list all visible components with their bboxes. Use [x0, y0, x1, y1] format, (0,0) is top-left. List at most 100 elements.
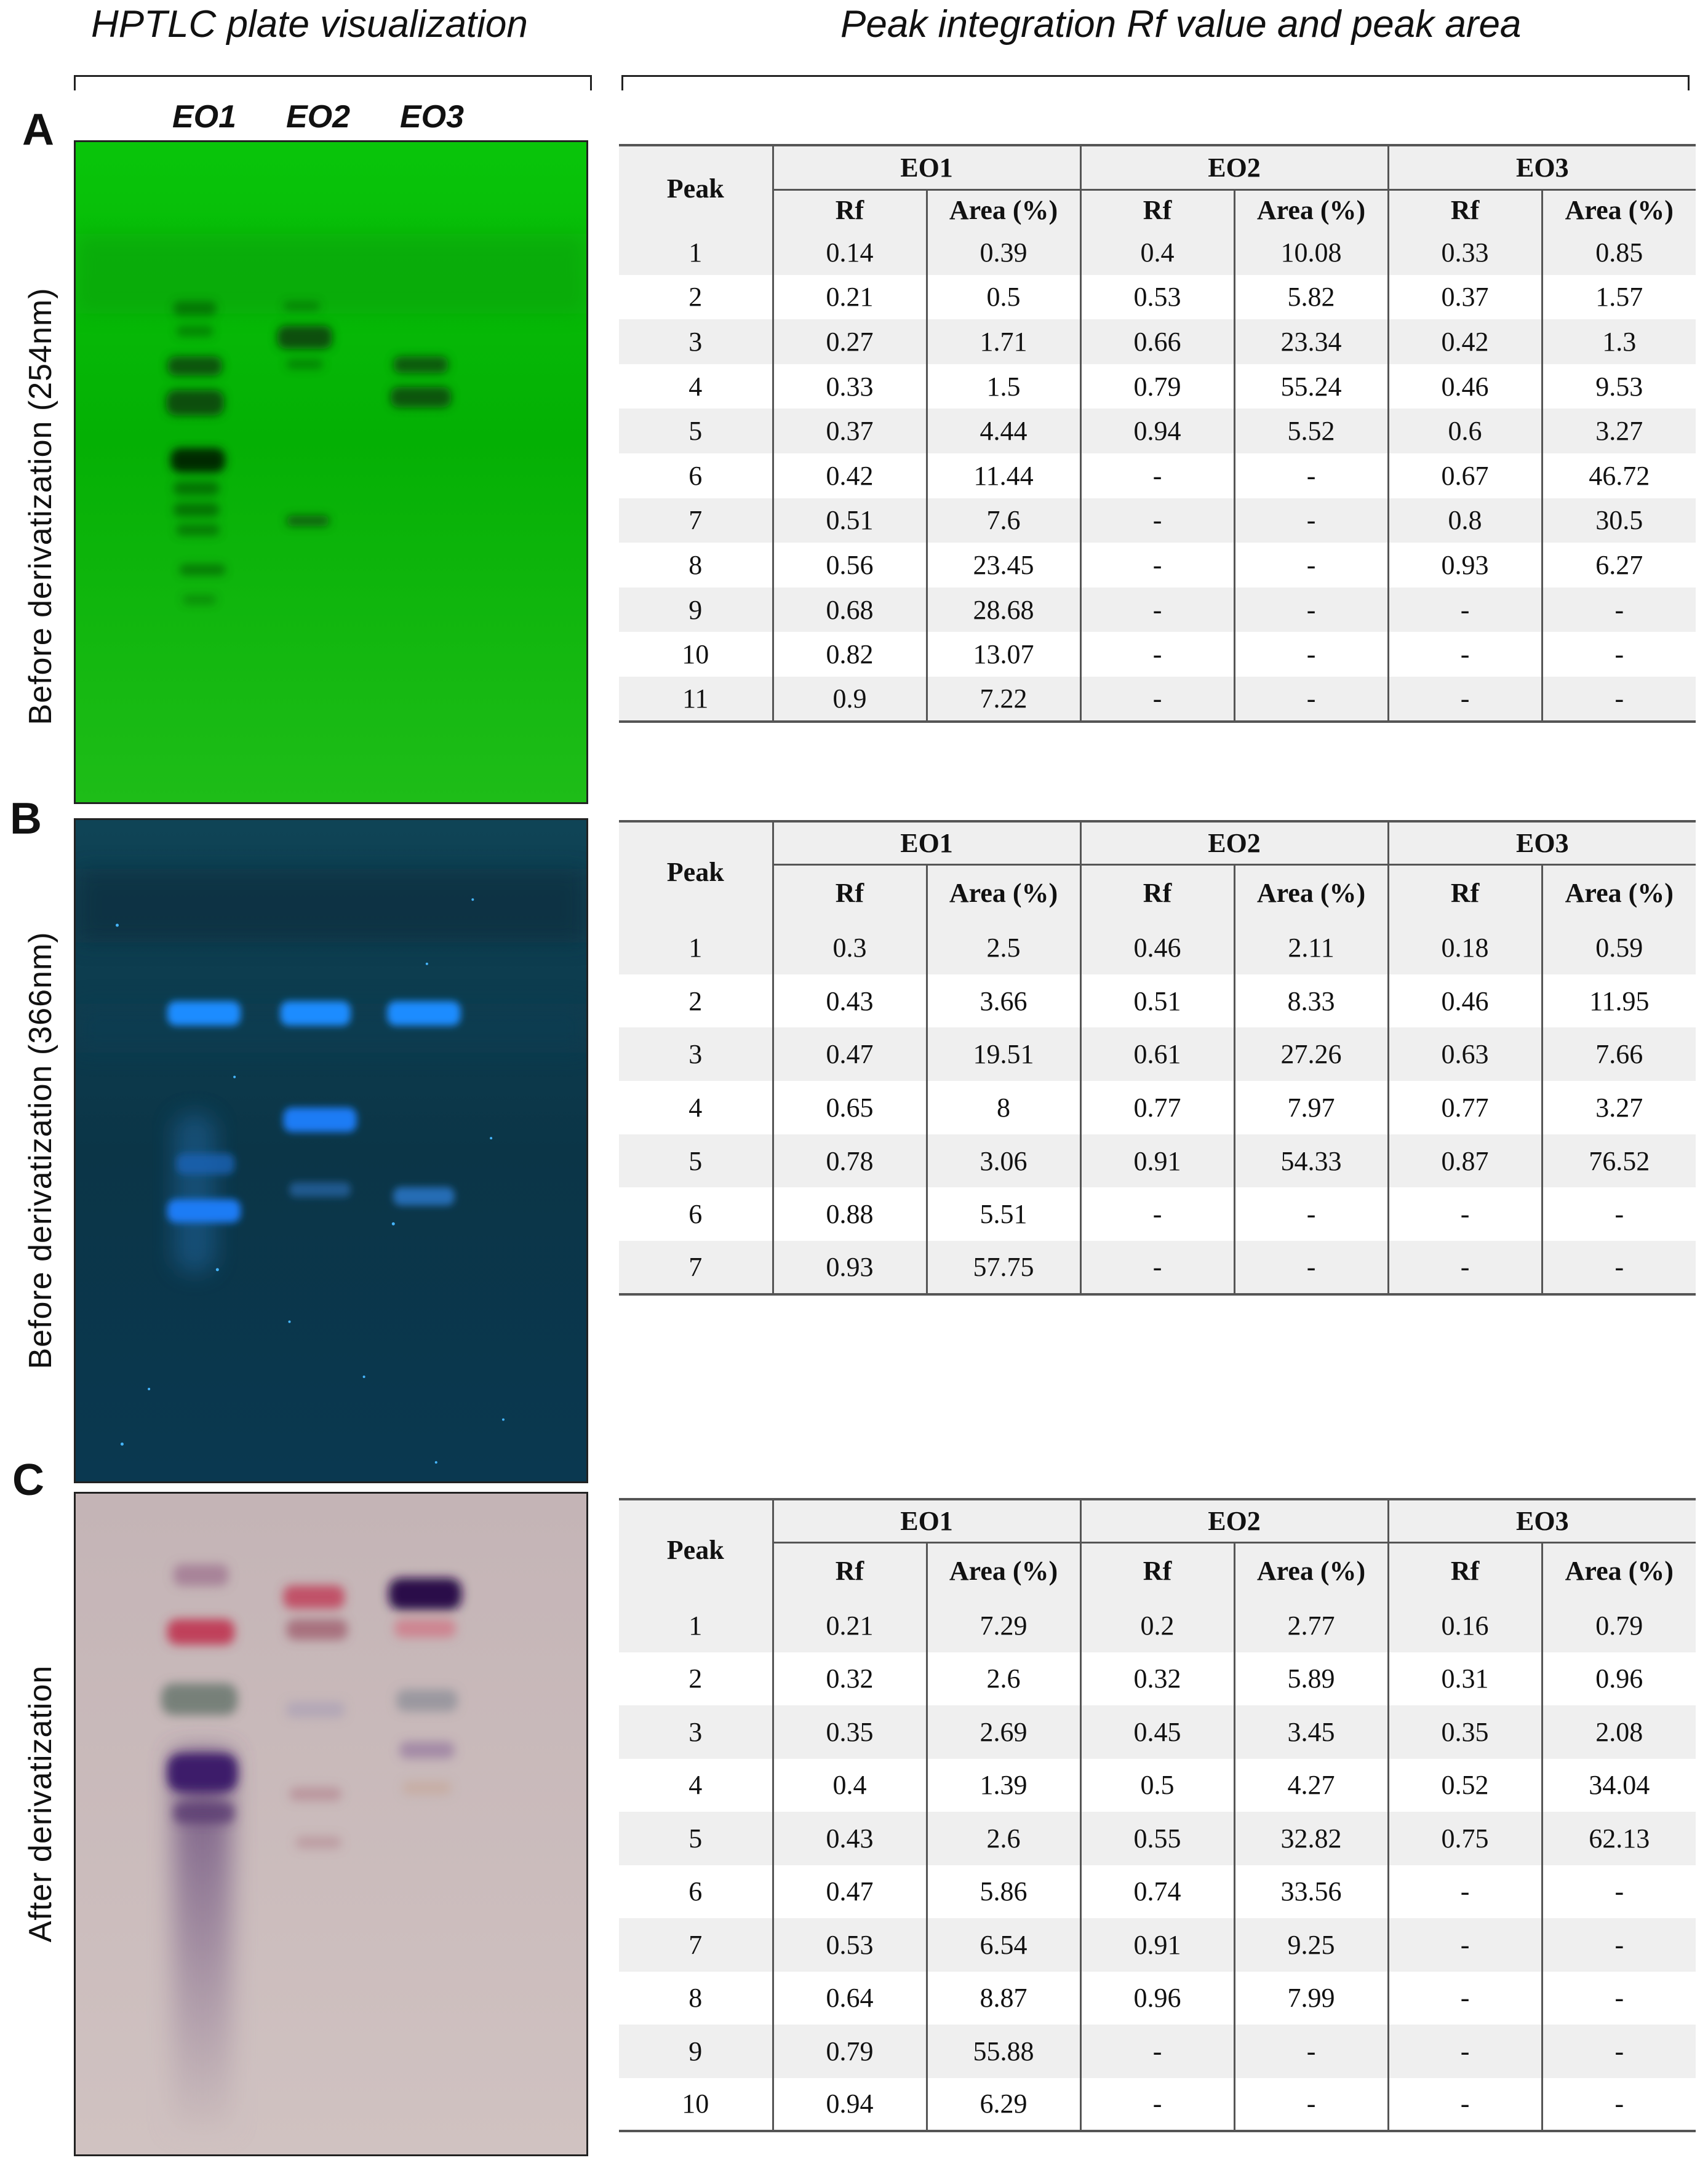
- table-row: 7 0.53 6.54 0.91 9.25- -: [619, 1918, 1696, 1972]
- peak-number: 7: [619, 498, 773, 543]
- table-row: 1 0.3 2.5 0.46 2.11 0.18 0.59: [619, 921, 1696, 974]
- table-cell: 0.74: [1079, 1865, 1235, 1918]
- peak-number: 11: [619, 676, 773, 723]
- table-cell: 4.44: [925, 408, 1081, 453]
- table-cell: 0.21: [772, 274, 927, 320]
- table-row: 10 0.82 13.07- - - -: [619, 632, 1696, 677]
- peak-number: 6: [619, 453, 773, 498]
- table-cell: 0.4: [1079, 230, 1235, 275]
- table-cell: 0.4: [772, 1758, 927, 1812]
- table-row: 4 0.33 1.5 0.79 55.24 0.46 9.53: [619, 364, 1696, 409]
- table-cell: 0.53: [1079, 274, 1235, 320]
- table-cell: -: [1233, 632, 1389, 677]
- peak-number: 1: [619, 921, 773, 974]
- table-cell: 0.14: [772, 230, 927, 275]
- rf-subheader: Rf: [1387, 189, 1542, 230]
- left-header: HPTLC plate visualization: [91, 3, 528, 46]
- peak-number: 8: [619, 543, 773, 588]
- peak-table-c: Peak EO1 EO2 EO3 Rf Area (%) Rf Area (%) Rf Area …: [619, 1498, 1696, 2132]
- table-cell: 0.52: [1387, 1758, 1542, 1812]
- table-cell: 5.89: [1233, 1652, 1389, 1705]
- area-subheader: Area (%): [1233, 189, 1389, 230]
- table-cell: 7.66: [1541, 1027, 1696, 1082]
- table-row: 4 0.65 8 0.77 7.97 0.77 3.27: [619, 1081, 1696, 1134]
- table-cell: 0.79: [1079, 364, 1235, 409]
- table-cell: 2.6: [925, 1652, 1081, 1705]
- table-cell: 3.45: [1233, 1705, 1389, 1759]
- table-cell: -: [1387, 587, 1542, 632]
- table-cell: -: [1541, 1971, 1696, 2025]
- table-cell: 0.51: [1079, 974, 1235, 1028]
- table-cell: -: [1387, 2077, 1542, 2132]
- table-cell: -: [1541, 632, 1696, 677]
- table-cell: 0.46: [1387, 364, 1542, 409]
- table-cell: 0.27: [772, 319, 927, 364]
- table-cell: 7.97: [1233, 1081, 1389, 1134]
- plate-b-image: [74, 818, 588, 1483]
- table-cell: 0.6: [1387, 408, 1542, 453]
- area-subheader: Area (%): [1541, 864, 1696, 921]
- panel-letter-a: A: [22, 105, 54, 154]
- table-cell: 0.66: [1079, 319, 1235, 364]
- area-subheader: Area (%): [1541, 189, 1696, 230]
- table-cell: 55.24: [1233, 364, 1389, 409]
- table-cell: 0.33: [1387, 230, 1542, 275]
- peak-number: 1: [619, 230, 773, 275]
- table-row: 4 0.4 1.39 0.5 4.27 0.52 34.04: [619, 1758, 1696, 1812]
- table-cell: -: [1541, 1918, 1696, 1972]
- table-cell: 5.51: [925, 1187, 1081, 1241]
- table-cell: 0.64: [772, 1971, 927, 2025]
- table-row: 2 0.32 2.6 0.32 5.89 0.31 0.96: [619, 1652, 1696, 1705]
- peak-number: 6: [619, 1187, 773, 1241]
- right-header: Peak integration Rf value and peak area: [840, 3, 1522, 46]
- table-cell: 8.33: [1233, 974, 1389, 1028]
- table-cell: 0.68: [772, 587, 927, 632]
- table-cell: 0.75: [1387, 1812, 1542, 1865]
- table-cell: 32.82: [1233, 1812, 1389, 1865]
- table-cell: 0.79: [1541, 1599, 1696, 1652]
- table-row: 6 0.42 11.44- -0.67 46.72: [619, 453, 1696, 498]
- table-cell: -: [1387, 1187, 1542, 1241]
- peak-header: Peak: [619, 144, 773, 230]
- table-cell: -: [1387, 1865, 1542, 1918]
- table-cell: 0.61: [1079, 1027, 1235, 1082]
- lane-label-eo1: EO1: [172, 99, 237, 135]
- table-cell: 6.29: [925, 2077, 1081, 2132]
- peak-number: 4: [619, 364, 773, 409]
- table-cell: 3.66: [925, 974, 1081, 1028]
- table-cell: 7.99: [1233, 1971, 1389, 2025]
- table-cell: 0.79: [772, 2025, 927, 2078]
- table-cell: 0.46: [1387, 974, 1542, 1028]
- rf-subheader: Rf: [1387, 1542, 1542, 1599]
- peak-number: 1: [619, 1599, 773, 1652]
- table-cell: 5.82: [1233, 274, 1389, 320]
- table-cell: 0.32: [772, 1652, 927, 1705]
- table-cell: 2.6: [925, 1812, 1081, 1865]
- table-cell: 0.45: [1079, 1705, 1235, 1759]
- table-cell: 11.44: [925, 453, 1081, 498]
- peak-number: 7: [619, 1918, 773, 1972]
- table-cell: 0.5: [925, 274, 1081, 320]
- table-cell: -: [1233, 587, 1389, 632]
- table-row: 7 0.51 7.6- -0.8 30.5: [619, 498, 1696, 543]
- table-cell: -: [1541, 1241, 1696, 1296]
- table-cell: -: [1387, 1971, 1542, 2025]
- table-cell: 9.25: [1233, 1918, 1389, 1972]
- rf-subheader: Rf: [772, 189, 927, 230]
- group-header-eo2: EO2: [1079, 1498, 1389, 1544]
- table-cell: 54.33: [1233, 1134, 1389, 1188]
- table-cell: -: [1079, 1187, 1235, 1241]
- rf-subheader: Rf: [1079, 189, 1235, 230]
- table-cell: 2.08: [1541, 1705, 1696, 1759]
- table-cell: -: [1079, 2025, 1235, 2078]
- peak-header: Peak: [619, 1498, 773, 1599]
- table-cell: -: [1233, 453, 1389, 498]
- table-cell: 3.27: [1541, 1081, 1696, 1134]
- rf-subheader: Rf: [1079, 1542, 1235, 1599]
- peak-number: 9: [619, 587, 773, 632]
- table-cell: 0.32: [1079, 1652, 1235, 1705]
- table-row: 6 0.88 5.51- - - -: [619, 1187, 1696, 1241]
- table-cell: 1.5: [925, 364, 1081, 409]
- table-cell: -: [1079, 453, 1235, 498]
- table-cell: 0.5: [1079, 1758, 1235, 1812]
